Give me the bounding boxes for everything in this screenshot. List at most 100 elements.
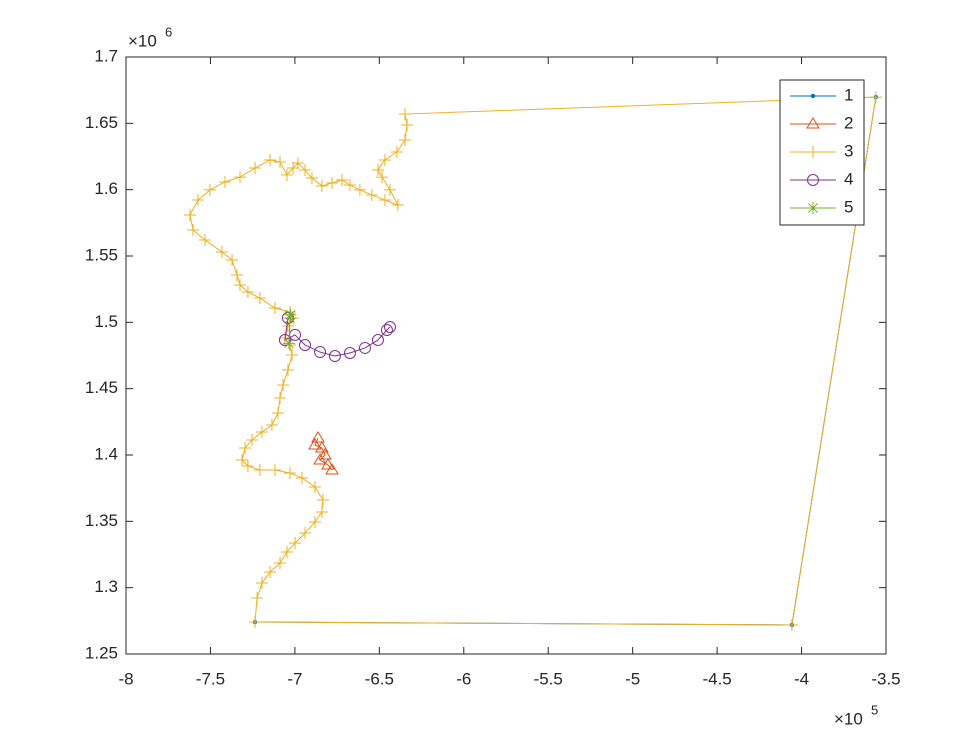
plus-marker	[353, 183, 366, 196]
plus-marker	[283, 467, 296, 480]
legend-label: 1	[844, 85, 853, 104]
legend-label: 5	[844, 197, 853, 216]
x-tick-label: -6.5	[365, 669, 394, 688]
plus-marker	[241, 285, 254, 298]
plus-marker	[305, 171, 318, 184]
plus-marker	[274, 155, 287, 168]
plus-marker	[184, 209, 197, 222]
plus-marker	[251, 592, 264, 605]
plus-marker	[785, 618, 798, 631]
plus-marker	[253, 292, 266, 305]
plus-marker	[299, 527, 312, 540]
plus-marker	[236, 454, 249, 467]
star-marker	[284, 308, 297, 321]
legend-label: 3	[844, 141, 853, 160]
plus-marker	[187, 223, 200, 236]
legend-marker	[810, 93, 816, 99]
plus-marker	[230, 268, 243, 281]
circle-marker	[314, 346, 327, 359]
plus-marker	[378, 153, 391, 166]
plus-marker	[277, 378, 290, 391]
legend-marker	[807, 202, 819, 214]
x-tick-label: -6	[456, 669, 471, 688]
triangle-marker	[311, 431, 325, 443]
triangle-marker	[325, 463, 339, 475]
triangle-marker	[313, 453, 327, 465]
plus-marker	[295, 471, 308, 484]
y-tick-label: 1.55	[85, 245, 118, 264]
plus-marker	[308, 515, 321, 528]
plus-marker	[272, 406, 284, 419]
circle-marker	[383, 320, 396, 333]
plus-marker	[199, 233, 212, 246]
triangle-marker	[318, 448, 332, 460]
circle-marker	[328, 350, 341, 363]
plus-marker	[336, 173, 349, 186]
plus-marker	[281, 363, 294, 376]
y-multiplier-base: ×10	[128, 31, 157, 50]
plus-marker	[299, 164, 312, 177]
plus-marker	[315, 506, 328, 519]
plus-marker	[191, 194, 204, 207]
y-tick-label: 1.3	[94, 577, 118, 596]
plus-marker	[241, 460, 254, 473]
circle-marker	[358, 341, 371, 354]
plus-marker	[286, 348, 299, 361]
plus-marker	[378, 194, 391, 207]
x-tick-label: -7.5	[196, 669, 225, 688]
plus-marker	[326, 177, 339, 190]
y-tick-label: 1.35	[85, 511, 118, 530]
x-tick-label: -3.5	[871, 669, 900, 688]
plus-marker	[869, 91, 882, 104]
plus-marker	[255, 577, 268, 590]
circle-marker	[278, 333, 291, 346]
plus-marker	[239, 441, 252, 454]
x-multiplier-base: ×10	[834, 709, 863, 728]
plus-marker	[343, 179, 356, 192]
plus-marker	[365, 188, 378, 201]
plus-marker	[287, 162, 300, 175]
circle-marker	[371, 333, 384, 346]
axes-box	[125, 56, 887, 655]
plus-marker	[390, 145, 403, 158]
plus-marker	[281, 320, 294, 333]
circle-marker	[299, 339, 312, 352]
plus-marker	[268, 463, 281, 476]
y-tick-label: 1.5	[94, 312, 118, 331]
y-tick-label: 1.45	[85, 378, 118, 397]
y-tick-label: 1.65	[85, 113, 118, 132]
plus-marker	[376, 171, 389, 184]
plus-marker	[226, 253, 239, 266]
star-marker	[282, 337, 295, 350]
plus-marker	[289, 536, 302, 549]
triangle-marker	[315, 440, 329, 453]
plot-area	[126, 57, 886, 654]
legend-marker	[806, 117, 820, 129]
plus-marker	[274, 391, 287, 404]
plus-marker	[291, 157, 304, 170]
x-tick-label: -5.5	[534, 669, 563, 688]
legend-marker	[807, 146, 819, 158]
x-tick-label: -4.5	[702, 669, 731, 688]
series-line	[314, 437, 333, 471]
plus-marker	[399, 134, 412, 147]
plus-marker	[264, 153, 277, 166]
plus-marker	[268, 302, 281, 315]
plus-marker	[280, 168, 293, 181]
plus-marker	[371, 164, 384, 177]
y-tick-label: 1.7	[94, 46, 118, 65]
x-tick-label: -7	[287, 669, 302, 688]
x-tick-label: -4	[794, 669, 809, 688]
plus-marker	[399, 108, 412, 121]
plus-marker	[245, 434, 258, 447]
plus-marker	[308, 480, 321, 493]
legend-label: 2	[844, 113, 853, 132]
plus-marker	[264, 566, 277, 579]
plus-marker	[315, 179, 328, 192]
plus-marker	[249, 162, 262, 175]
series-line	[284, 317, 391, 357]
plus-marker	[280, 545, 293, 558]
plus-marker	[391, 199, 404, 212]
plus-marker	[316, 493, 329, 506]
legend-marker	[807, 174, 819, 186]
